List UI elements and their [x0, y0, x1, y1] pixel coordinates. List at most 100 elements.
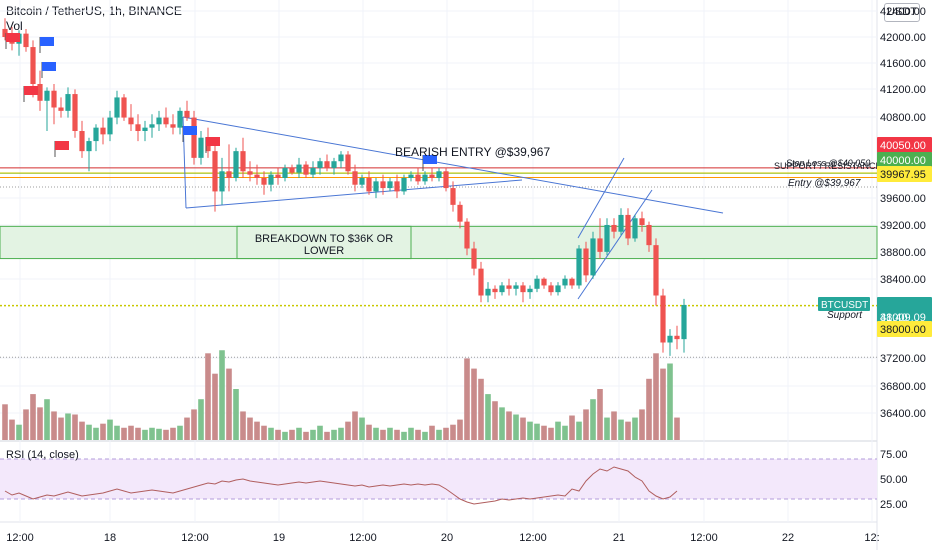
- volume-bar: [44, 399, 50, 440]
- volume-bar: [317, 425, 323, 440]
- volume-bar: [478, 378, 484, 440]
- candle: [163, 117, 169, 125]
- volume-bar: [170, 427, 176, 440]
- volume-bar: [541, 425, 547, 440]
- rsi-band: [0, 459, 877, 499]
- candle: [198, 137, 204, 158]
- y-tick-label: 41600.00: [880, 58, 926, 70]
- breakdown-annotation: BREAKDOWN TO $36K OR: [255, 233, 393, 245]
- candle: [373, 181, 379, 192]
- volume-bar: [646, 378, 652, 440]
- candle: [527, 288, 533, 293]
- symbol-tag-bg: [818, 297, 870, 311]
- volume-bar: [457, 419, 463, 440]
- candle: [310, 167, 316, 175]
- candle: [667, 335, 673, 343]
- volume-bar: [296, 427, 302, 440]
- volume-bar: [114, 425, 120, 440]
- candle: [548, 285, 554, 293]
- candle: [128, 117, 134, 125]
- volume-bar: [16, 424, 22, 440]
- candle: [240, 151, 246, 172]
- volume-label: Vol: [6, 19, 23, 33]
- candle: [625, 214, 631, 239]
- volume-bar: [653, 353, 659, 440]
- volume-bar: [485, 394, 491, 440]
- candle: [177, 110, 183, 128]
- volume-bar: [128, 425, 134, 440]
- candle: [331, 161, 337, 168]
- volume-bar: [184, 417, 190, 440]
- volume-bar: [247, 417, 253, 440]
- volume-bar: [625, 421, 631, 440]
- candle: [191, 117, 197, 158]
- x-tick-label: 12:00: [181, 532, 209, 544]
- volume-bar: [163, 429, 169, 440]
- candle: [303, 164, 309, 175]
- volume-bar: [338, 427, 344, 440]
- volume-bar: [2, 404, 8, 440]
- volume-bar: [86, 424, 92, 440]
- breakdown-label-box: [236, 225, 412, 260]
- candle: [562, 278, 568, 286]
- candle: [681, 304, 687, 340]
- candle: [583, 248, 589, 276]
- volume-bar: [177, 425, 183, 440]
- volume-bar: [380, 429, 386, 440]
- volume-bar: [660, 368, 666, 440]
- volume-bar: [135, 427, 141, 440]
- y-tick-label: 39600.00: [880, 193, 926, 205]
- candle: [114, 97, 120, 118]
- candle: [597, 238, 603, 252]
- y-tick-label: 42000.00: [880, 32, 926, 44]
- volume-bar: [373, 427, 379, 440]
- support-price-tag-bg: [877, 321, 932, 337]
- volume-bar: [310, 429, 316, 440]
- volume-bar: [233, 389, 239, 440]
- candle: [387, 181, 393, 189]
- y-tick-label: 41200.00: [880, 84, 926, 96]
- volume-bar: [219, 350, 225, 440]
- flag-icon: [24, 86, 38, 95]
- entry-annotation: Entry @$39,967: [788, 178, 861, 189]
- flag-icon: [40, 37, 54, 46]
- y-tick-label: 37200.00: [880, 353, 926, 365]
- volume-bar: [527, 421, 533, 440]
- candle: [254, 174, 260, 178]
- resistance-price-tag-bg: [877, 152, 932, 168]
- support-price-tag: 38000.00: [880, 324, 926, 336]
- flag-icon: [55, 141, 69, 150]
- volume-bar: [450, 424, 456, 440]
- candle: [317, 161, 323, 168]
- volume-bar: [583, 409, 589, 440]
- candle: [660, 295, 666, 343]
- resistance-price-tag: 40000.00: [880, 155, 926, 167]
- volume-bar: [492, 401, 498, 440]
- candle: [23, 33, 29, 48]
- volume-bar: [240, 411, 246, 440]
- candle: [401, 178, 407, 192]
- volume-bar: [408, 427, 414, 440]
- candle: [520, 285, 526, 293]
- candle: [142, 127, 148, 131]
- candle: [2, 28, 8, 37]
- candle: [366, 178, 372, 192]
- volume-bar: [562, 425, 568, 440]
- trendline: [577, 157, 625, 239]
- volume-bar: [226, 368, 232, 440]
- candle: [44, 90, 50, 101]
- candle: [58, 107, 64, 111]
- candle: [534, 278, 540, 289]
- volume-bar: [569, 415, 575, 440]
- flag-icon: [183, 126, 197, 135]
- candle: [590, 238, 596, 276]
- volume-bar: [331, 429, 337, 440]
- currency-button[interactable]: USDT: [884, 3, 920, 22]
- volume-bar: [198, 399, 204, 440]
- volume-bar: [401, 431, 407, 440]
- volume-bar: [443, 427, 449, 440]
- candle: [247, 171, 253, 175]
- volume-bar: [191, 409, 197, 440]
